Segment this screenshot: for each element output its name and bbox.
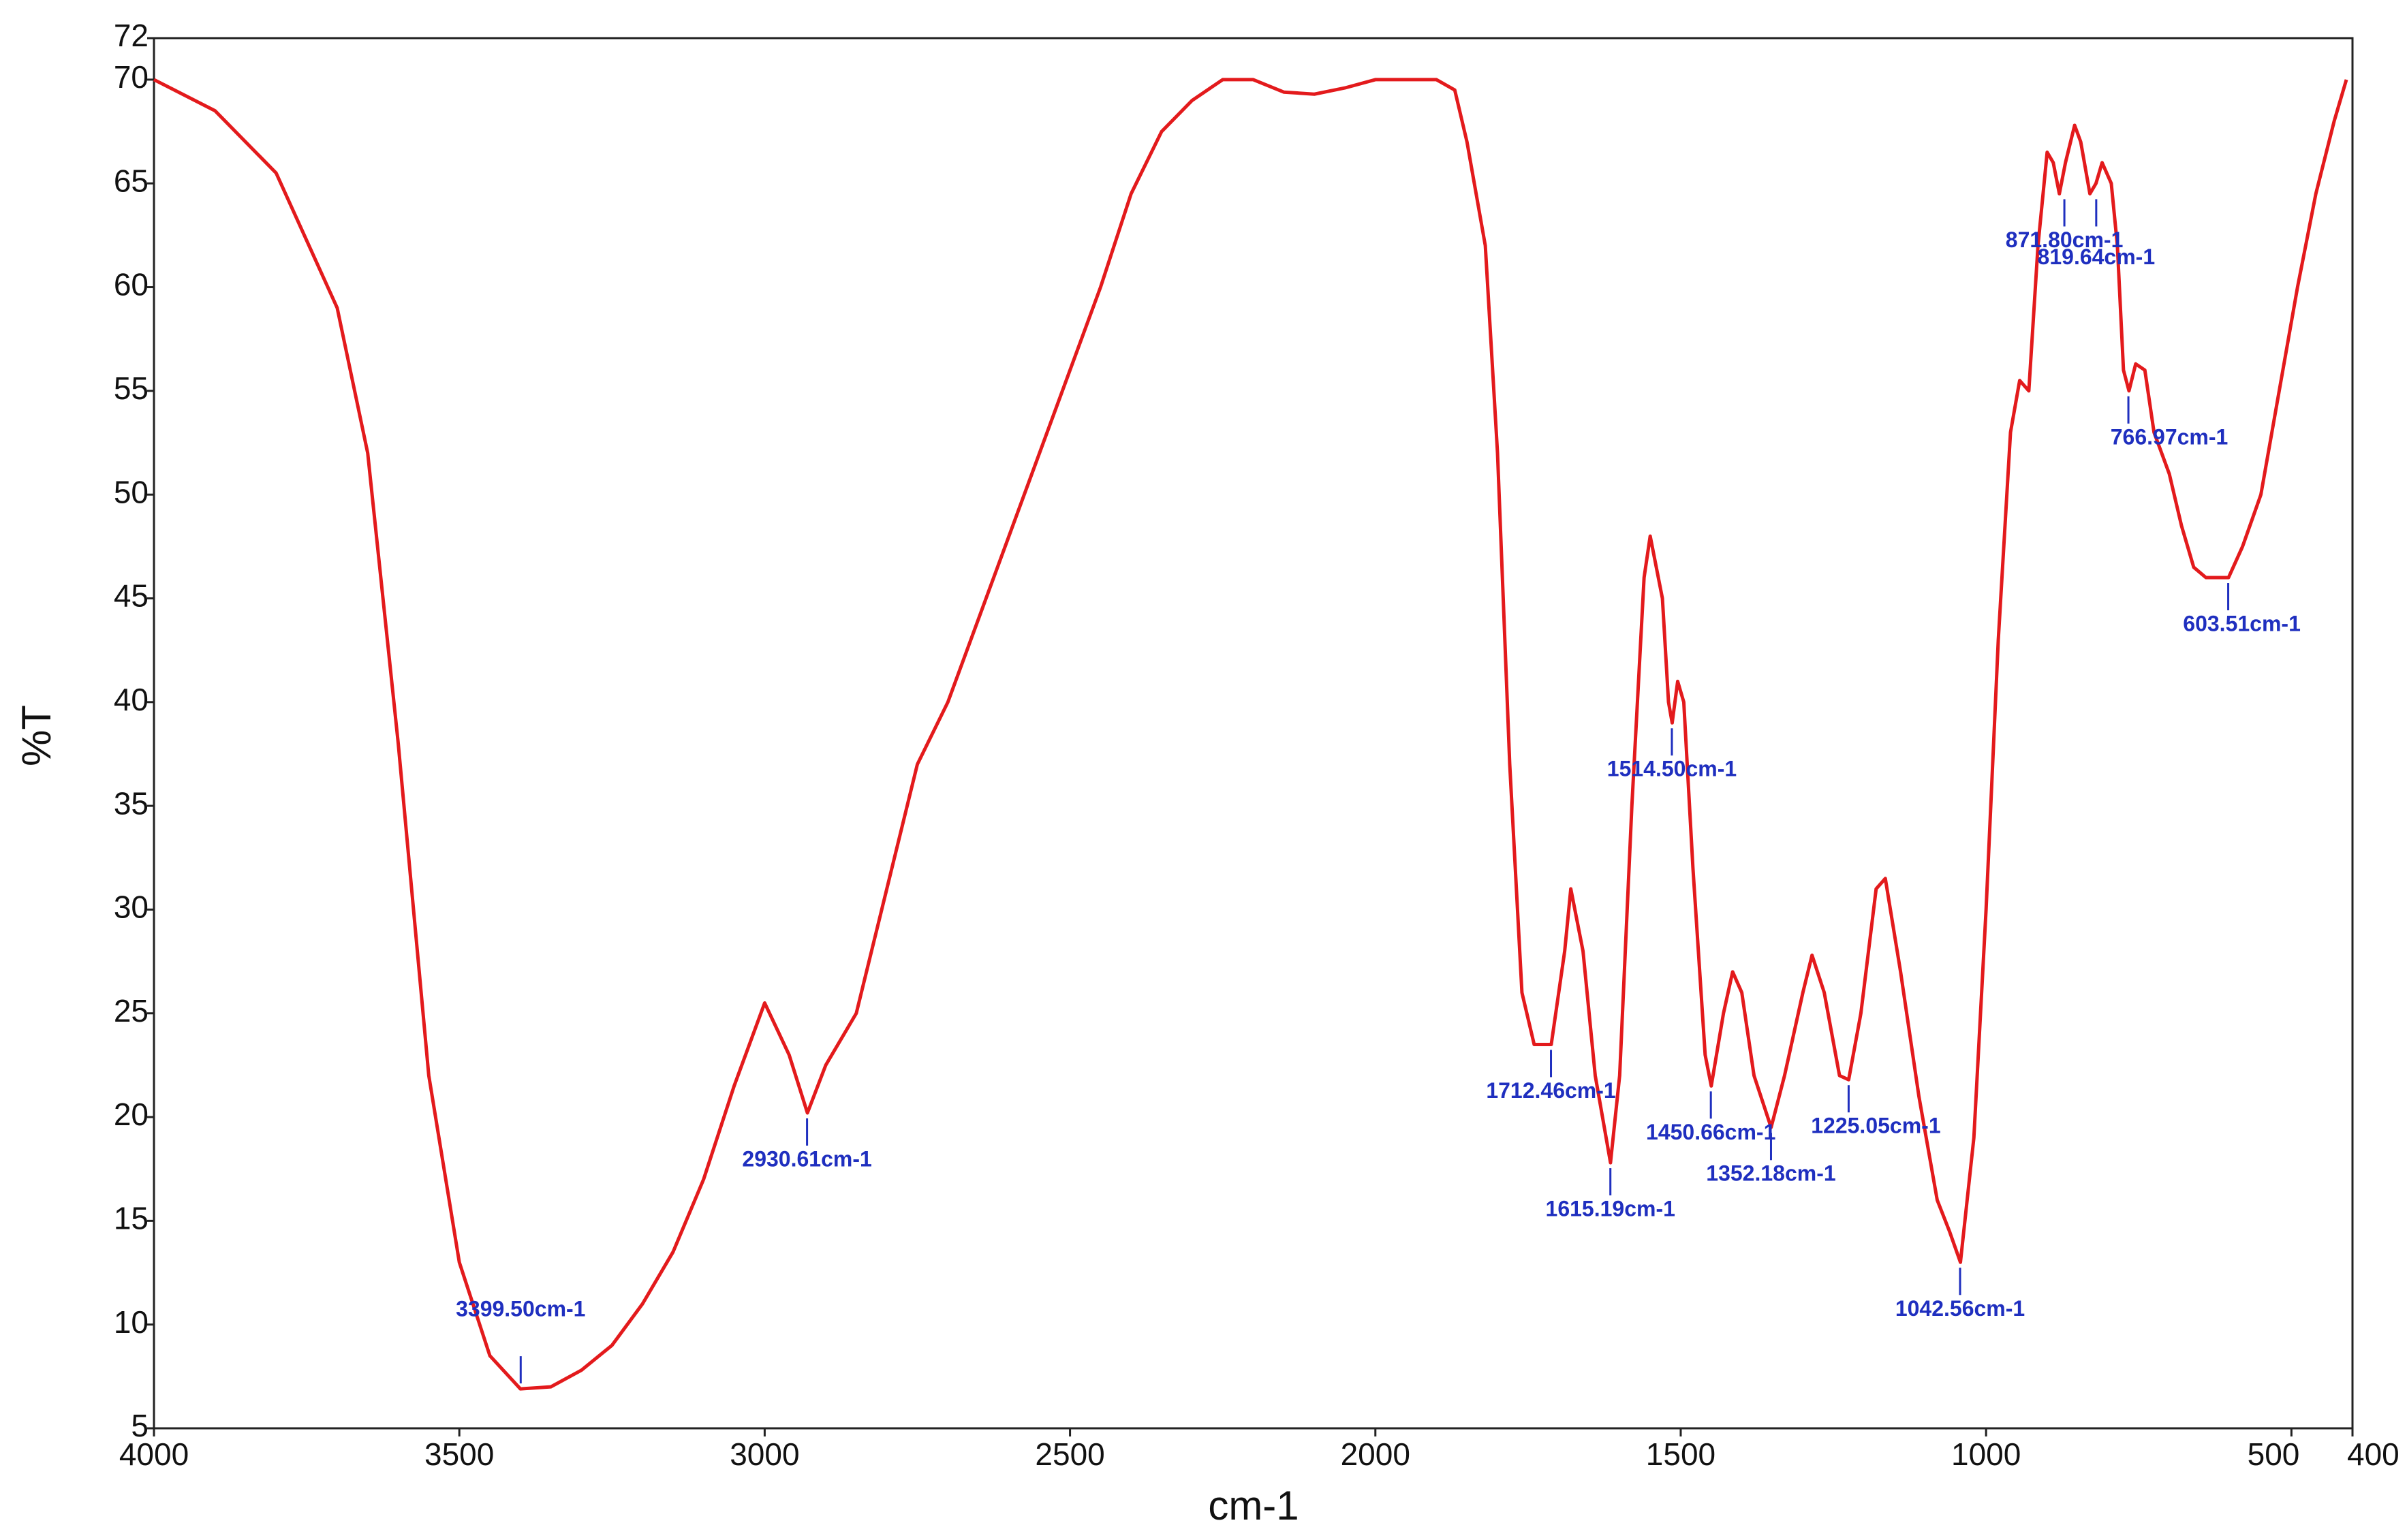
spectrum-line [153,78,2348,1391]
x-tick-label: 3500 [424,1436,494,1472]
x-tick-label: 400 [2347,1436,2400,1472]
x-tick-label: 1500 [1646,1436,1715,1472]
y-tick-label: 30 [114,890,149,925]
peak-label: 1225.05cm-1 [1811,1114,1940,1138]
y-tick-label: 65 [114,163,149,198]
peak-label: 1352.18cm-1 [1706,1161,1835,1186]
peak-label: 1450.66cm-1 [1646,1120,1775,1144]
peak-label: 1712.46cm-1 [1486,1078,1615,1103]
peak-label: 2930.61cm-1 [742,1146,871,1171]
peak-label: 603.51cm-1 [2183,611,2301,635]
x-tick-label: 500 [2248,1436,2300,1472]
x-tick-label: 3000 [730,1436,799,1472]
y-tick-label: 70 [114,59,149,95]
y-tick-label: 35 [114,785,149,821]
y-tick-label: 20 [114,1097,149,1132]
peak-label: 766.97cm-1 [2111,424,2229,449]
x-tick-label: 2500 [1035,1436,1104,1472]
peak-label: 819.64cm-1 [2038,245,2156,269]
peak-label: 1042.56cm-1 [1895,1296,2025,1321]
peak-label: 871.80cm-1 [2006,227,2124,252]
y-tick-label: 5 [131,1408,149,1443]
y-tick-label: 15 [114,1201,149,1236]
x-tick-label: 2000 [1341,1436,1410,1472]
plot-frame [153,37,2354,1430]
y-tick-label: 50 [114,474,149,509]
y-axis-label: %T [14,705,59,766]
y-tick-label: 72 [114,18,149,53]
y-tick-label: 55 [114,371,149,406]
peak-label: 1514.50cm-1 [1607,757,1737,781]
peak-label: 3399.50cm-1 [456,1297,585,1321]
y-tick-label: 25 [114,993,149,1028]
y-tick-label: 45 [114,578,149,614]
y-tick-label: 60 [114,267,149,302]
peak-label: 1615.19cm-1 [1546,1197,1675,1221]
y-tick-label: 40 [114,682,149,717]
x-tick-label: 1000 [1951,1436,2021,1472]
x-tick-label: 4000 [119,1436,189,1472]
y-tick-label: 10 [114,1304,149,1340]
x-axis-label: cm-1 [1208,1483,1299,1528]
